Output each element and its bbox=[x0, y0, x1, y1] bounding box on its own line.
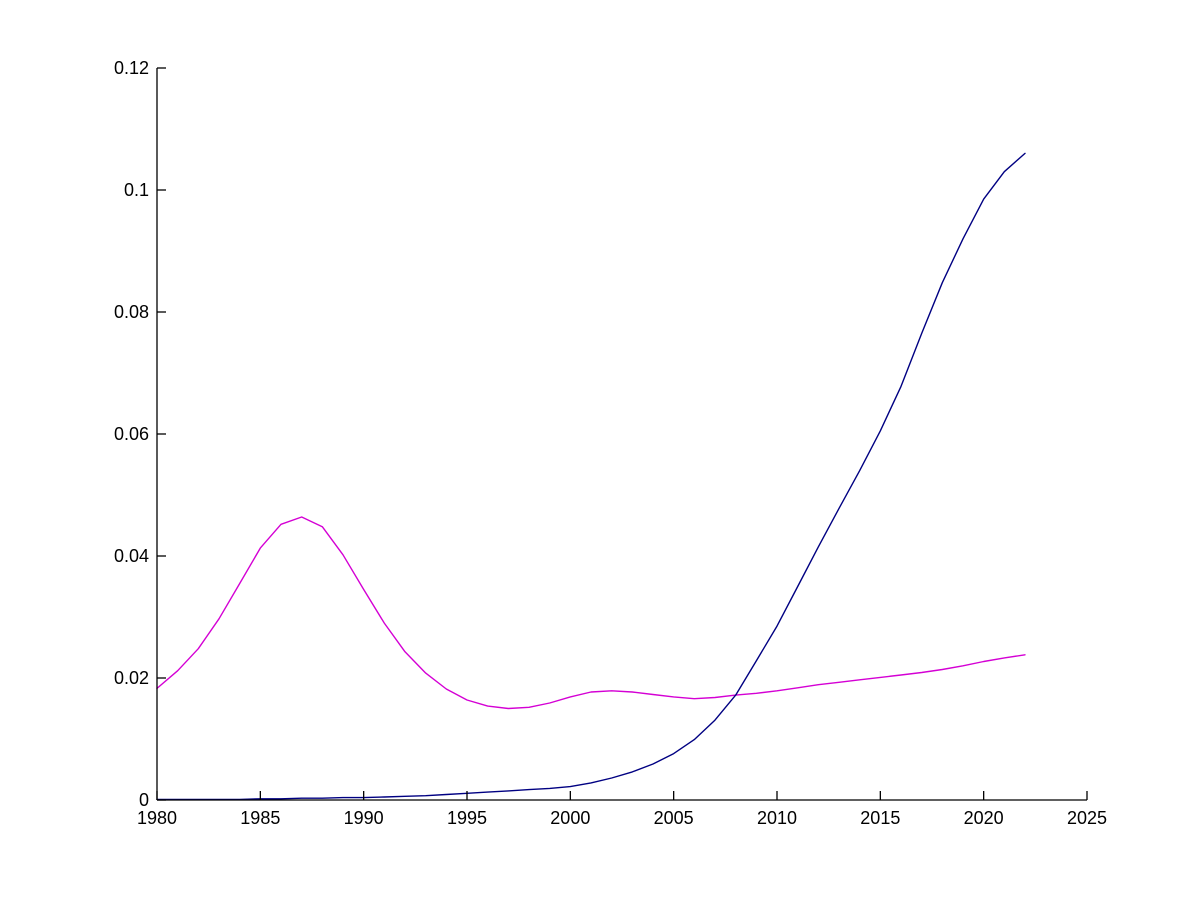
series-line-blue-series bbox=[156, 152, 1026, 801]
x-tick-label: 1990 bbox=[344, 808, 384, 828]
x-tick-label: 2000 bbox=[550, 808, 590, 828]
y-tick-label: 0.1 bbox=[124, 180, 149, 200]
y-tick-label: 0.08 bbox=[114, 302, 149, 322]
x-tick-label: 2020 bbox=[964, 808, 1004, 828]
x-tick-label: 1985 bbox=[240, 808, 280, 828]
y-tick-label: 0.12 bbox=[114, 58, 149, 78]
x-tick-label: 2010 bbox=[757, 808, 797, 828]
y-tick-label: 0 bbox=[139, 790, 149, 810]
y-tick-label: 0.06 bbox=[114, 424, 149, 444]
x-tick-label: 2015 bbox=[860, 808, 900, 828]
x-tick-label: 2025 bbox=[1067, 808, 1107, 828]
x-tick-label: 2005 bbox=[654, 808, 694, 828]
y-tick-label: 0.02 bbox=[114, 668, 149, 688]
series-line-magenta-series bbox=[156, 516, 1026, 710]
x-tick-label: 1995 bbox=[447, 808, 487, 828]
y-tick-label: 0.04 bbox=[114, 546, 149, 566]
x-tick-label: 1980 bbox=[137, 808, 177, 828]
